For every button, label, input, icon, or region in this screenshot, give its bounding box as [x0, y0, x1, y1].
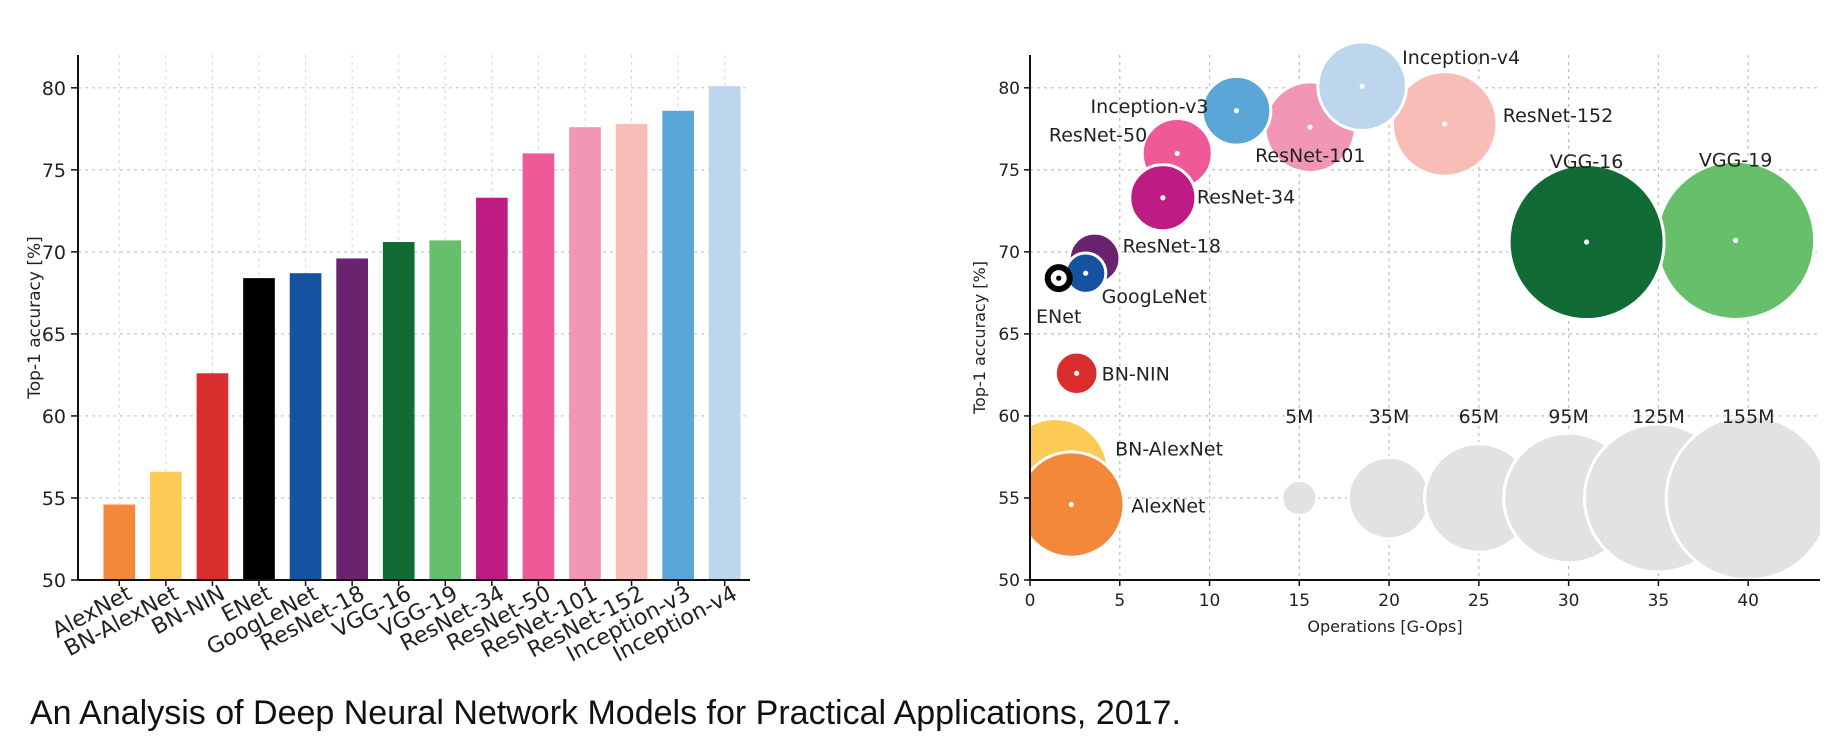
- x-tick-label: 0: [1025, 591, 1036, 611]
- bar-vgg-19: [429, 240, 462, 580]
- bar-bn-nin: [196, 373, 229, 580]
- bubble-center-dot: [1733, 237, 1739, 243]
- bubble-center-dot: [1160, 195, 1166, 201]
- bubble-center-dot: [1174, 150, 1180, 157]
- bar-resnet-101: [569, 127, 601, 580]
- y-tick-label: 60: [42, 406, 66, 428]
- bar-resnet-34: [476, 197, 508, 580]
- y-axis-label: Top-1 accuracy [%]: [25, 236, 45, 400]
- size-legend-label: 65M: [1459, 406, 1500, 428]
- figure: 50556065707580AlexNetBN-AlexNetBN-NINENe…: [25, 40, 1820, 667]
- bar-resnet-18: [336, 258, 368, 580]
- x-tick-label: 30: [1558, 591, 1580, 611]
- point-label-bn-nin: BN-NIN: [1102, 363, 1170, 385]
- y-tick-label: 60: [998, 407, 1020, 427]
- figure-caption: An Analysis of Deep Neural Network Model…: [30, 694, 1181, 732]
- bubble-center-dot: [1442, 121, 1448, 127]
- bar-enet: [243, 278, 275, 580]
- point-label-vgg-16: VGG-16: [1550, 151, 1623, 173]
- bar-googlenet: [289, 273, 322, 580]
- point-label-inception-v3: Inception-v3: [1091, 96, 1209, 118]
- y-tick-label: 50: [42, 570, 66, 592]
- bubble-alexnet: [1030, 450, 1126, 559]
- y-tick-label: 80: [998, 79, 1020, 99]
- x-tick-label: 35: [1648, 591, 1670, 611]
- bubble-center-dot: [1068, 501, 1074, 508]
- point-label-resnet-50: ResNet-50: [1049, 124, 1147, 146]
- bar-bn-alexnet: [150, 471, 182, 580]
- point-label-vgg-19: VGG-19: [1699, 149, 1772, 171]
- bubble-center-dot: [1056, 275, 1062, 281]
- y-tick-label: 50: [998, 571, 1020, 591]
- y-tick-label: 80: [42, 78, 66, 100]
- bubble-center-dot: [1233, 108, 1240, 114]
- point-label-inception-v4: Inception-v4: [1402, 47, 1520, 69]
- bar-resnet-50: [522, 153, 555, 580]
- y-tick-label: 75: [42, 160, 66, 182]
- size-legend-bubble-155m: [1664, 414, 1820, 580]
- bubble-center-dot: [1359, 83, 1365, 89]
- size-legend-label: 95M: [1548, 406, 1589, 428]
- bubble-center-dot: [1074, 370, 1080, 376]
- bubble-center-dot: [1583, 239, 1590, 245]
- size-legend-label: 155M: [1722, 406, 1775, 428]
- point-label-resnet-101: ResNet-101: [1255, 145, 1365, 167]
- point-label-resnet-18: ResNet-18: [1123, 235, 1221, 257]
- size-legend-bubble-35m: [1346, 455, 1432, 541]
- x-tick-label: 40: [1737, 591, 1759, 611]
- x-tick-label: 15: [1288, 591, 1310, 611]
- x-tick-label: 10: [1199, 591, 1221, 611]
- y-tick-label: 65: [998, 325, 1020, 345]
- bubble-center-dot: [1083, 270, 1089, 276]
- x-tick-label: 25: [1468, 591, 1490, 611]
- y-tick-label: 55: [998, 489, 1020, 509]
- point-label-googlenet: GoogLeNet: [1102, 286, 1207, 308]
- bar-chart: 50556065707580AlexNetBN-AlexNetBN-NINENe…: [25, 55, 750, 667]
- bar-inception-v4: [708, 86, 741, 580]
- point-label-alexnet: AlexNet: [1131, 496, 1205, 518]
- bar-vgg-16: [382, 242, 415, 580]
- size-legend-label: 5M: [1285, 406, 1313, 428]
- y-tick-label: 65: [42, 324, 66, 346]
- y-tick-label: 75: [998, 161, 1020, 181]
- size-legend-bubble-5m: [1280, 478, 1319, 518]
- x-tick-label: 5: [1114, 591, 1125, 611]
- y-tick-label: 55: [42, 488, 66, 510]
- point-label-resnet-152: ResNet-152: [1503, 105, 1613, 127]
- point-label-enet: ENet: [1036, 306, 1081, 328]
- point-label-bn-alexnet: BN-AlexNet: [1115, 439, 1223, 461]
- bar-inception-v3: [662, 110, 694, 580]
- point-label-resnet-34: ResNet-34: [1197, 187, 1295, 209]
- bubble-plot-area: [1030, 40, 1820, 580]
- size-legend-label: 35M: [1369, 406, 1410, 428]
- x-axis-label: Operations [G-Ops]: [1307, 617, 1462, 636]
- y-tick-label: 70: [42, 242, 66, 264]
- size-legend-label: 125M: [1632, 406, 1685, 428]
- y-tick-label: 70: [998, 243, 1020, 263]
- y-axis-label: Top-1 accuracy [%]: [970, 261, 989, 415]
- bubble-center-dot: [1307, 124, 1313, 130]
- bar-alexnet: [103, 504, 136, 580]
- bar-resnet-152: [615, 123, 648, 580]
- bubble-chart: 5M 35M 65M 95M 125M 155M AlexNet BN-AlexNet BN-N…: [970, 40, 1820, 636]
- x-tick-label: 20: [1378, 591, 1400, 611]
